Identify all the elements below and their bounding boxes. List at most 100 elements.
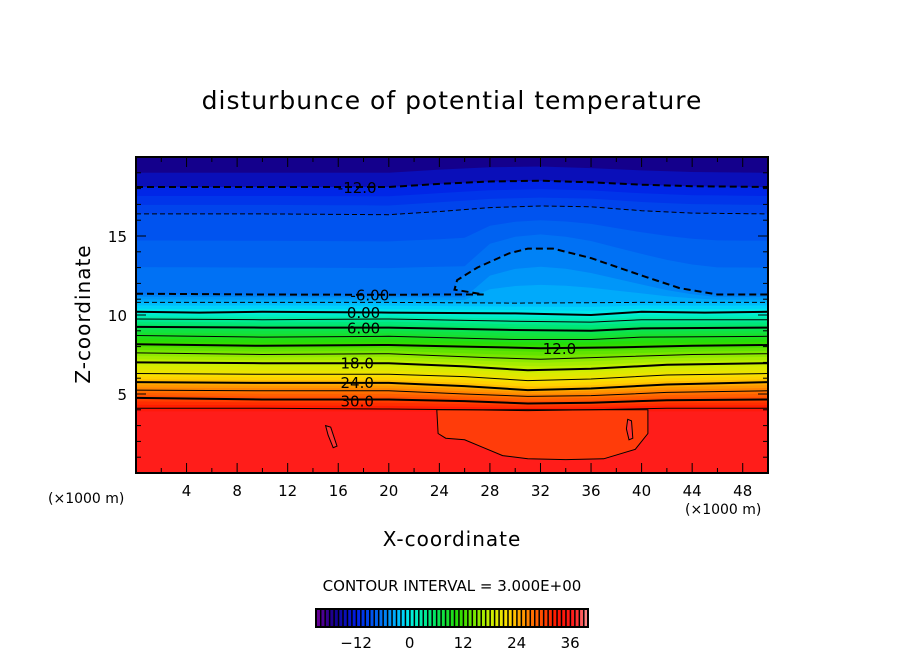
plot-fills (136, 157, 768, 473)
closed-contour (324, 424, 338, 449)
colorbar-swatch (531, 610, 534, 626)
colorbar-swatch (388, 610, 392, 626)
x-tick-label: 8 (232, 482, 242, 500)
colorbar-swatch (361, 610, 365, 626)
contour-line-3 (135, 318, 768, 323)
colorbar-tick-label: 12 (454, 634, 473, 652)
contour-line--3 (136, 301, 768, 304)
colorbar-swatch (508, 610, 512, 626)
colorbar-swatch (553, 610, 557, 626)
x-tick-label: 16 (329, 482, 348, 500)
x-tick-label: 4 (182, 482, 192, 500)
colorbar-swatch (317, 610, 320, 626)
colorbar-swatch (513, 610, 517, 626)
colorbar: −12 0 12 24 36 (315, 608, 589, 652)
x-tick-label: 12 (278, 482, 297, 500)
contour-label: 18.0 (340, 354, 373, 372)
contour-label: -12.0 (338, 179, 377, 197)
colorbar-tick-label: 24 (507, 634, 526, 652)
x-tick-label: 40 (632, 482, 651, 500)
y-unit-label: (×1000 m) (48, 491, 125, 507)
colorbar-swatch (343, 610, 347, 626)
colorbar-swatch (535, 610, 539, 626)
contour-line-24 (135, 381, 769, 392)
contour-line-9 (135, 335, 769, 340)
colorbar-swatch (575, 610, 579, 626)
contour-line-6 (135, 325, 769, 332)
contour-label: 12.0 (543, 340, 576, 358)
colorbar-swatch (517, 610, 521, 626)
colorbar-swatch (566, 610, 570, 626)
contour-line-27 (135, 389, 769, 397)
y-tick-label: 10 (108, 307, 127, 325)
colorbar-swatch (374, 610, 378, 626)
contour-line-18 (135, 361, 769, 372)
contour-line--6 (135, 247, 768, 296)
colorbar-swatch (522, 610, 526, 626)
contour-line-12 (135, 343, 769, 350)
colorbar-swatch (432, 610, 436, 626)
colorbar-swatch (334, 610, 338, 626)
colorbar-swatch (410, 610, 414, 626)
colorbar-tick-label: 36 (561, 634, 580, 652)
colorbar-swatch (571, 610, 575, 626)
colorbar-swatch (539, 610, 543, 626)
colorbar-swatch (455, 610, 459, 626)
colorbar-swatch (424, 610, 427, 626)
colorbar-swatch (348, 610, 352, 626)
colorbar-swatch (464, 610, 468, 626)
x-tick-label: 44 (683, 482, 702, 500)
y-tick-label: 5 (117, 386, 127, 404)
colorbar-swatch (526, 610, 530, 626)
colorbar-swatch (437, 610, 441, 626)
x-tick-label: 48 (733, 482, 752, 500)
x-tick-label: 32 (531, 482, 550, 500)
colorbar-tick-label: −12 (340, 634, 372, 652)
colorbar-swatch (486, 610, 490, 626)
contour-interval-text: CONTOUR INTERVAL = 3.000E+00 (322, 577, 582, 595)
colorbar-swatch (481, 610, 485, 626)
contour-line-33 (136, 407, 768, 412)
contour-line-0 (135, 310, 769, 317)
colorbar-swatch (401, 610, 405, 626)
x-tick-label: 28 (480, 482, 499, 500)
contour-line-30 (135, 396, 769, 405)
colorbar-swatch (504, 610, 508, 626)
colorbar-swatch (548, 610, 552, 626)
colorbar-swatch (490, 610, 494, 626)
colorbar-swatch (392, 610, 396, 626)
x-tick-label: 36 (581, 482, 600, 500)
contour-label: 30.0 (340, 392, 373, 410)
contour-line--9 (136, 205, 769, 216)
colorbar-swatch (441, 610, 445, 626)
colorbar-swatch (321, 610, 325, 626)
colorbar-swatch (357, 610, 361, 626)
colorbar-swatch (544, 610, 548, 626)
colorbar-swatch (379, 610, 383, 626)
colorbar-swatch (473, 610, 477, 626)
closed-contour (625, 418, 634, 441)
x-tick-label: 24 (430, 482, 449, 500)
colorbar-swatch (562, 610, 566, 626)
colorbar-swatch (580, 610, 584, 626)
y-tick-label: 15 (108, 228, 127, 246)
colorbar-tick-label: 0 (405, 634, 415, 652)
colorbar-swatch (366, 610, 370, 626)
colorbar-swatch (419, 610, 423, 626)
colorbar-swatch (495, 610, 499, 626)
x-unit-label: (×1000 m) (685, 502, 762, 518)
x-axis-label: X-coordinate (382, 527, 522, 551)
colorbar-swatch (557, 610, 561, 626)
colorbar-swatch (352, 610, 356, 626)
colorbar-swatch (406, 610, 410, 626)
colorbar-swatch (339, 610, 343, 626)
colorbar-swatch (450, 610, 454, 626)
contour-label: 24.0 (340, 374, 373, 392)
contour-line-21 (135, 373, 769, 382)
colorbar-swatch (325, 610, 329, 626)
colorbar-swatch (459, 610, 463, 626)
colorbar-swatch (383, 610, 387, 626)
colorbar-swatch (397, 610, 401, 626)
contour-label: 0.00 (347, 304, 380, 322)
